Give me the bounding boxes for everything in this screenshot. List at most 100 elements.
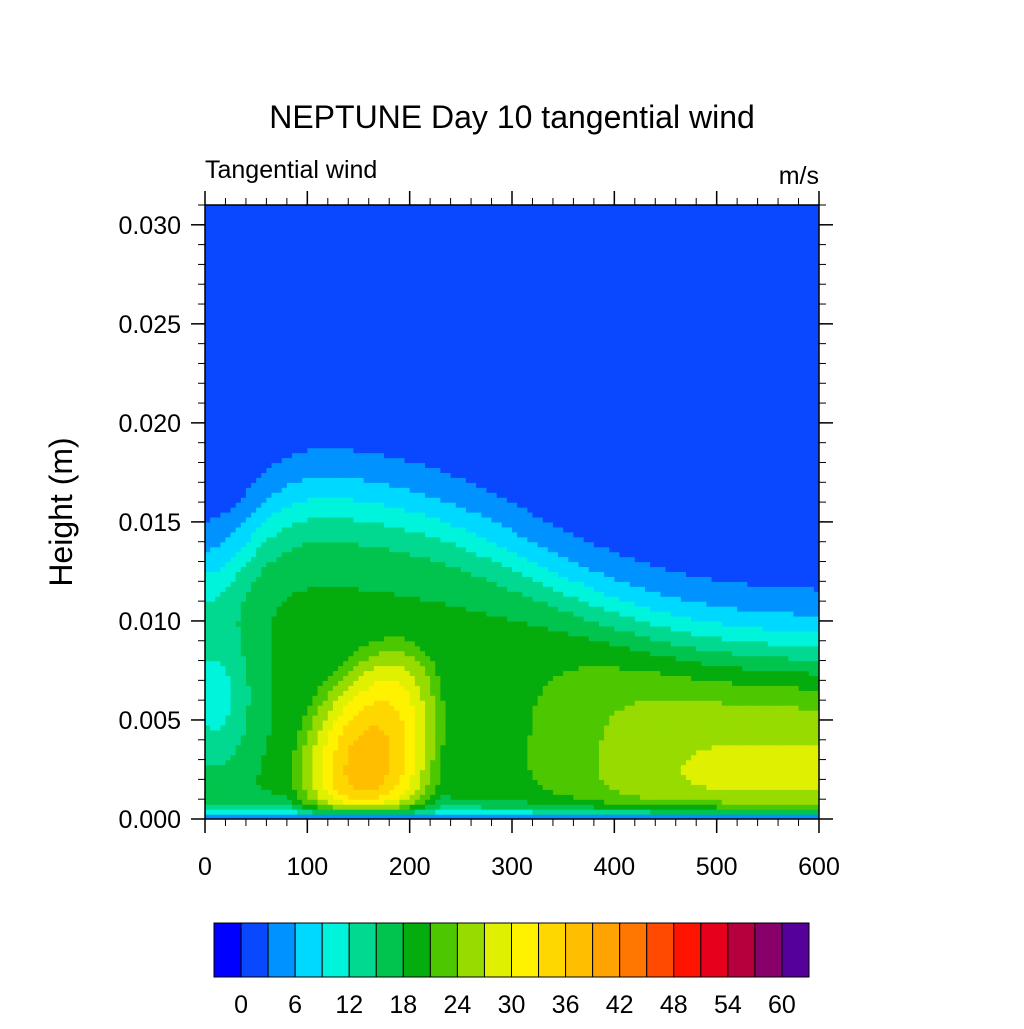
contour-cell xyxy=(629,809,636,815)
contour-cell xyxy=(532,615,539,622)
contour-cell xyxy=(737,655,743,662)
contour-cell xyxy=(486,615,493,622)
contour-cell xyxy=(506,611,513,617)
contour-cell xyxy=(491,645,498,652)
contour-cell xyxy=(532,724,539,731)
contour-cell xyxy=(327,724,334,731)
contour-cell xyxy=(675,625,682,632)
contour-cell xyxy=(588,739,595,746)
contour-cell xyxy=(527,655,534,662)
contour-cell xyxy=(583,724,590,731)
contour-cell xyxy=(517,660,523,667)
contour-cell xyxy=(517,650,523,657)
contour-cell xyxy=(639,739,646,746)
contour-cell xyxy=(486,724,493,731)
contour-cell xyxy=(609,690,615,696)
contour-cell xyxy=(537,625,544,632)
contour-cell xyxy=(716,705,723,711)
contour-cell xyxy=(205,705,211,711)
contour-cell xyxy=(261,804,267,810)
contour-cell xyxy=(813,729,819,736)
contour-cell xyxy=(737,700,743,706)
contour-cell xyxy=(368,640,375,647)
contour-cell xyxy=(634,744,641,751)
contour-cell xyxy=(368,764,375,771)
contour-cell xyxy=(419,645,426,652)
contour-cell xyxy=(297,665,303,672)
contour-cell xyxy=(481,764,488,771)
contour-cell xyxy=(532,729,539,736)
contour-cell xyxy=(414,640,421,647)
contour-cell xyxy=(302,655,308,662)
contour-cell xyxy=(291,749,298,756)
contour-cell xyxy=(639,685,646,691)
contour-cell xyxy=(276,794,283,800)
contour-cell xyxy=(348,799,354,805)
contour-cell xyxy=(537,724,544,731)
contour-cell xyxy=(373,764,380,771)
contour-cell xyxy=(399,615,406,622)
contour-cell xyxy=(409,715,416,721)
contour-cell xyxy=(742,814,748,819)
contour-cell xyxy=(798,809,805,815)
contour-cell xyxy=(251,645,257,652)
contour-cell xyxy=(767,719,774,726)
contour-cell xyxy=(297,705,303,711)
contour-cell xyxy=(205,611,211,617)
contour-cell xyxy=(332,611,339,617)
contour-cell xyxy=(783,695,789,701)
contour-cell xyxy=(767,769,774,776)
contour-cell xyxy=(266,615,273,622)
contour-cell xyxy=(465,680,472,686)
contour-cell xyxy=(230,804,237,810)
contour-cell xyxy=(721,749,728,756)
contour-cell xyxy=(476,665,482,672)
contour-cell xyxy=(757,680,764,686)
contour-cell xyxy=(297,695,303,701)
contour-cell xyxy=(404,630,411,637)
contour-cell xyxy=(742,764,748,771)
contour-cell xyxy=(399,789,406,795)
contour-cell xyxy=(399,670,406,676)
contour-cell xyxy=(793,759,800,766)
contour-cell xyxy=(767,660,774,667)
contour-cell xyxy=(808,744,815,751)
contour-cell xyxy=(778,655,784,662)
contour-cell xyxy=(798,695,805,701)
subtitle-left: Tangential wind xyxy=(205,156,377,184)
contour-cell xyxy=(481,759,488,766)
contour-cell xyxy=(552,754,559,761)
contour-cell xyxy=(332,705,339,711)
contour-cell xyxy=(430,809,436,815)
contour-cell xyxy=(425,635,431,642)
contour-cell xyxy=(338,660,344,667)
contour-cell xyxy=(215,789,221,795)
contour-cell xyxy=(291,794,298,800)
contour-cell xyxy=(399,620,406,627)
contour-cell xyxy=(604,680,610,686)
contour-cell xyxy=(353,710,360,716)
contour-cell xyxy=(578,799,585,805)
contour-cell xyxy=(327,700,334,706)
contour-cell xyxy=(291,660,298,667)
contour-cell xyxy=(363,620,370,627)
contour-cell xyxy=(578,715,585,721)
contour-cell xyxy=(732,729,738,736)
contour-cell xyxy=(522,774,528,780)
contour-cell xyxy=(373,715,380,721)
contour-cell xyxy=(706,814,713,819)
contour-cell xyxy=(624,739,631,746)
contour-cell xyxy=(353,700,360,706)
contour-cell xyxy=(762,640,769,647)
contour-cell xyxy=(547,739,554,746)
contour-cell xyxy=(414,620,421,627)
contour-cell xyxy=(752,774,759,780)
contour-cell xyxy=(604,630,610,637)
contour-cell xyxy=(455,804,462,810)
contour-cell xyxy=(215,804,221,810)
contour-cell xyxy=(235,754,242,761)
contour-cell xyxy=(281,809,288,815)
contour-cell xyxy=(542,635,549,642)
contour-cell xyxy=(332,744,339,751)
contour-cell xyxy=(619,744,626,751)
